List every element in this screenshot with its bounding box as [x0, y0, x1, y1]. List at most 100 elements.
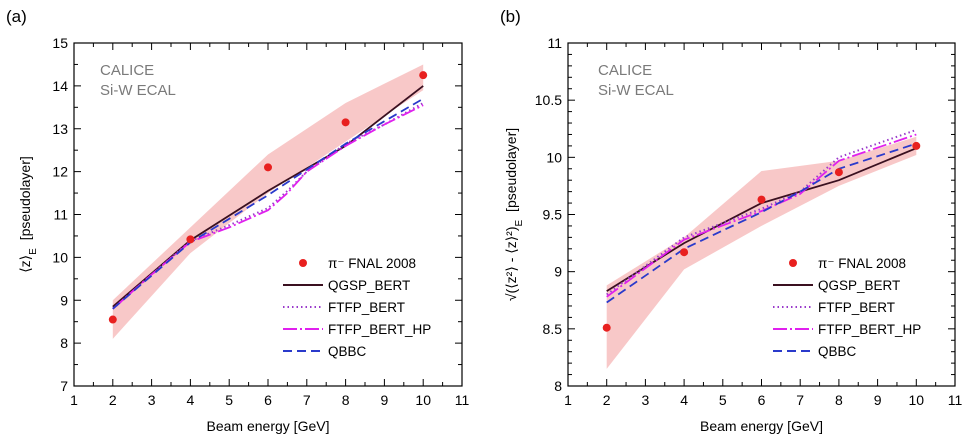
- data-point: [602, 323, 611, 332]
- y-tick-label: 9: [60, 292, 68, 308]
- legend-marker: [299, 259, 307, 267]
- x-axis: 1 2 3 4 5 6 7 8 9 10 11 Beam energy [GeV]: [564, 43, 962, 434]
- y-axis-label: √(⟨z²⟩ - ⟨z⟩²)E [pseudolayer]: [503, 128, 525, 301]
- x-axis-label: Beam energy [GeV]: [700, 418, 823, 434]
- y-tick-label: 8: [60, 335, 68, 351]
- data-point: [757, 195, 766, 204]
- x-tick-label: 5: [225, 392, 233, 408]
- x-tick-label: 1: [70, 392, 78, 408]
- y-axis-label-unit: [pseudolayer]: [503, 128, 519, 216]
- data-point: [264, 163, 272, 172]
- y-tick-label: 9: [554, 264, 562, 280]
- x-tick-label: 2: [603, 392, 611, 408]
- series-line-ftfp-bert: [112, 102, 424, 310]
- legend-entry: FTFP_BERT: [283, 300, 405, 315]
- legend-label: QBBC: [328, 344, 367, 359]
- annotation-text: CALICE: [100, 62, 154, 79]
- x-axis: 1 2 3 4 5 6 7 8 9 10 11 Beam energy [GeV]: [70, 43, 469, 434]
- y-axis: 7 8 9 10 11 12 13 14 15 ⟨z⟩E [pseudolayer]: [17, 35, 462, 394]
- y-tick-label: 14: [52, 78, 68, 94]
- x-tick-label: 6: [264, 392, 272, 408]
- y-axis-label-subscript: E: [28, 248, 39, 255]
- legend-label: FTFP_BERT_HP: [328, 322, 431, 337]
- series-line-qgsp-bert: [606, 147, 917, 292]
- y-tick-label: 10: [546, 149, 562, 165]
- x-tick-label: 3: [642, 392, 650, 408]
- panel-label: (a): [6, 7, 27, 26]
- annotation-text: CALICE: [598, 62, 652, 79]
- panel-label: (b): [500, 7, 521, 26]
- x-tick-label: 6: [758, 392, 766, 408]
- data-point: [912, 141, 921, 150]
- legend-label: π⁻ FNAL 2008: [818, 256, 906, 271]
- uncertainty-band: [112, 64, 424, 339]
- legend-label: QGSP_BERT: [328, 278, 410, 293]
- legend-entry: FTFP_BERT_HP: [773, 322, 921, 337]
- legend-entry: QBBC: [773, 344, 857, 359]
- chart-panel-b: (b) 1 2 3 4 5 6 7 8 9 10 11 Beam energy [GeV] 8 8.5 9 9.…: [500, 7, 962, 434]
- x-tick-label: 4: [187, 392, 195, 408]
- x-tick-label: 3: [148, 392, 156, 408]
- x-tick-label: 10: [909, 392, 925, 408]
- x-tick-label: 11: [948, 392, 963, 408]
- legend-label: FTFP_BERT: [818, 300, 895, 315]
- x-tick-label: 11: [455, 392, 470, 408]
- x-tick-label: 8: [835, 392, 843, 408]
- y-axis-label-main: ⟨z⟩: [17, 255, 33, 273]
- legend: π⁻ FNAL 2008 QGSP_BERT FTFP_BERT FTFP_BERT_…: [773, 256, 921, 359]
- x-tick-label: 8: [342, 392, 350, 408]
- y-axis-label: ⟨z⟩E [pseudolayer]: [17, 156, 39, 273]
- y-axis-label-unit: [pseudolayer]: [17, 156, 33, 244]
- legend-entry: QGSP_BERT: [283, 278, 410, 293]
- series-line-ftfp-bert-hp: [112, 104, 424, 310]
- x-axis-label: Beam energy [GeV]: [207, 418, 330, 434]
- y-axis-label-subscript: E: [514, 220, 525, 227]
- legend-entry: QBBC: [283, 344, 367, 359]
- y-tick-label: 15: [52, 35, 68, 51]
- y-tick-label: 10: [52, 249, 68, 265]
- legend-marker: [789, 259, 797, 267]
- legend-label: FTFP_BERT_HP: [818, 322, 921, 337]
- y-axis-label-main: √(⟨z²⟩ - ⟨z⟩²): [503, 227, 519, 302]
- x-tick-label: 7: [303, 392, 311, 408]
- y-tick-label: 11: [547, 35, 562, 51]
- x-tick-label: 4: [680, 392, 688, 408]
- data-point: [341, 118, 350, 127]
- y-axis: 8 8.5 9 9.5 10 10.5 11 √(⟨z²⟩ - ⟨z⟩²)E [pseudol…: [503, 35, 955, 394]
- legend-label: QGSP_BERT: [818, 278, 900, 293]
- y-axis-label-text: √(⟨z²⟩ - ⟨z⟩²)E [pseudolayer]: [503, 128, 525, 301]
- x-tick-label: 1: [564, 392, 572, 408]
- data-point: [108, 315, 117, 324]
- y-tick-label: 8: [554, 378, 562, 394]
- x-tick-label: 9: [874, 392, 882, 408]
- legend-entry: π⁻ FNAL 2008: [789, 256, 906, 271]
- legend: π⁻ FNAL 2008 QGSP_BERT FTFP_BERT FTFP_BERT_…: [283, 256, 431, 359]
- annotation-text: Si-W ECAL: [598, 82, 674, 99]
- y-tick-label: 8.5: [543, 321, 563, 337]
- y-tick-label: 13: [52, 121, 68, 137]
- y-tick-label: 9.5: [543, 207, 563, 223]
- x-tick-label: 9: [381, 392, 389, 408]
- legend-label: FTFP_BERT: [328, 300, 405, 315]
- legend-entry: QGSP_BERT: [773, 278, 900, 293]
- data-point: [680, 248, 689, 257]
- x-tick-label: 10: [415, 392, 431, 408]
- data-point: [186, 235, 195, 244]
- legend-label: π⁻ FNAL 2008: [328, 256, 416, 271]
- y-tick-label: 12: [52, 164, 68, 180]
- y-tick-label: 7: [60, 378, 68, 394]
- x-tick-label: 2: [109, 392, 117, 408]
- x-tick-label: 7: [796, 392, 804, 408]
- x-tick-label: 5: [719, 392, 727, 408]
- data-point: [419, 71, 428, 80]
- y-axis-label-text: ⟨z⟩E [pseudolayer]: [17, 156, 39, 273]
- series-line-qbbc: [606, 142, 917, 304]
- legend-label: QBBC: [818, 344, 857, 359]
- annotation-text: Si-W ECAL: [100, 82, 176, 99]
- y-tick-label: 11: [53, 207, 68, 223]
- y-tick-label: 10.5: [535, 92, 562, 108]
- legend-entry: FTFP_BERT: [773, 300, 895, 315]
- series-line-qbbc: [112, 97, 424, 310]
